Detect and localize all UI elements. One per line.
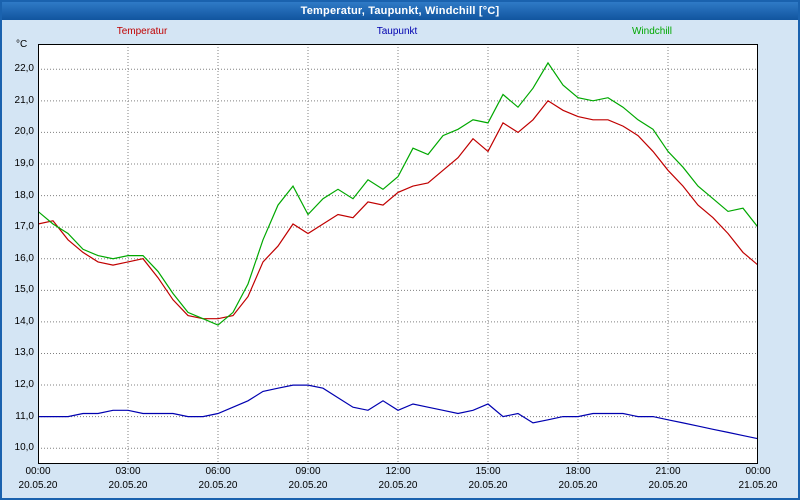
y-tick-label: 22,0 <box>14 63 34 75</box>
y-tick-label: 13,0 <box>14 347 34 359</box>
series-line-windchill <box>38 61 758 326</box>
plot-svg <box>38 44 758 464</box>
y-tick-label: 15,0 <box>14 284 34 296</box>
x-tick-label: 12:00 <box>385 466 411 477</box>
x-tick-label: 06:00 <box>205 466 231 477</box>
x-date-label: 20.05.20 <box>18 480 58 491</box>
y-tick-label: 11,0 <box>15 410 34 422</box>
y-tick-label: 10,0 <box>14 442 34 454</box>
chart-area: Temperatur Taupunkt Windchill °C 22,0 21,… <box>2 20 798 498</box>
x-date-label: 20.05.20 <box>648 480 688 491</box>
x-date-label: 20.05.20 <box>378 480 418 491</box>
y-tick-label: 18,0 <box>14 189 34 201</box>
x-tick-label: 09:00 <box>295 466 321 477</box>
series-line-temperatur <box>38 100 758 320</box>
y-tick-label: 16,0 <box>14 252 34 264</box>
x-tick-label: 21:00 <box>655 466 681 477</box>
y-tick-label: 12,0 <box>14 379 34 391</box>
legend-temperatur: Temperatur <box>116 26 168 37</box>
legend-taupunkt: Taupunkt <box>376 26 418 37</box>
y-axis-unit: °C <box>16 39 28 50</box>
x-date-label: 21.05.20 <box>738 480 778 491</box>
series-line-taupunkt <box>38 384 758 440</box>
x-date-label: 20.05.20 <box>198 480 238 491</box>
x-date-label: 20.05.20 <box>108 480 148 491</box>
plot-border <box>38 44 758 464</box>
x-date-label: 20.05.20 <box>558 480 598 491</box>
x-tick-label: 03:00 <box>115 466 141 477</box>
legend-windchill: Windchill <box>631 26 673 37</box>
x-date-label: 20.05.20 <box>288 480 328 491</box>
y-tick-label: 14,0 <box>14 315 34 327</box>
x-tick-label: 15:00 <box>475 466 501 477</box>
x-date-label: 20.05.20 <box>468 480 508 491</box>
x-tick-label: 18:00 <box>565 466 591 477</box>
window-title: Temperatur, Taupunkt, Windchill [°C] <box>300 5 500 17</box>
y-tick-label: 17,0 <box>14 221 34 233</box>
y-tick-label: 20,0 <box>14 126 34 138</box>
title-bar[interactable]: Temperatur, Taupunkt, Windchill [°C] <box>2 2 798 20</box>
x-tick-label: 00:00 <box>25 466 51 477</box>
y-tick-label: 19,0 <box>14 158 34 169</box>
y-tick-label: 21,0 <box>14 94 34 106</box>
x-tick-label: 00:00 <box>745 466 771 477</box>
